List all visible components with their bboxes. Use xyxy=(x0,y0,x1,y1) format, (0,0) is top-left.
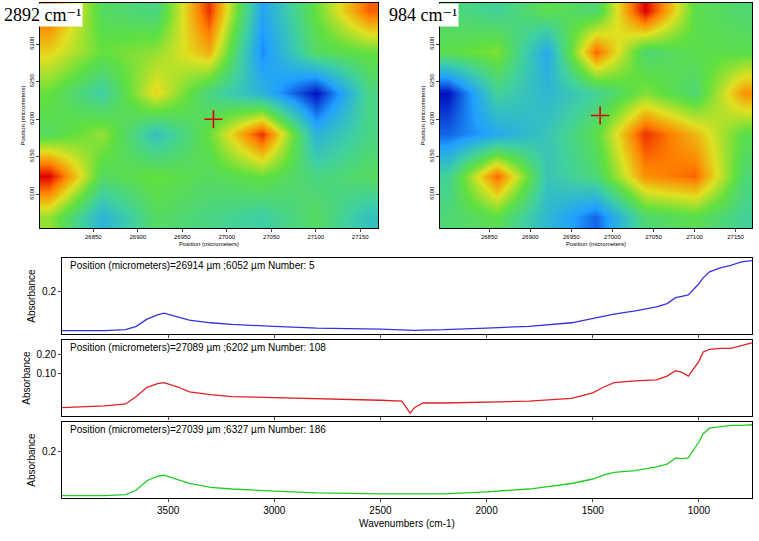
svg-text:984 cm⁻¹: 984 cm⁻¹ xyxy=(389,5,457,25)
svg-text:27150: 27150 xyxy=(727,234,744,240)
svg-text:26850: 26850 xyxy=(85,234,102,240)
svg-text:Absorbance: Absorbance xyxy=(26,433,37,487)
svg-text:1500: 1500 xyxy=(582,505,605,516)
svg-text:26900: 26900 xyxy=(522,234,539,240)
svg-text:Position (micrometers): Position (micrometers) xyxy=(420,85,426,145)
svg-text:26850: 26850 xyxy=(481,234,498,240)
svg-text:Position (micrometers)=26914 µ: Position (micrometers)=26914 µm ;6052 µm… xyxy=(70,260,315,271)
svg-text:Absorbance: Absorbance xyxy=(26,269,37,323)
svg-text:27000: 27000 xyxy=(604,234,621,240)
svg-text:Position (micrometers)=27039 µ: Position (micrometers)=27039 µm ;6327 µm… xyxy=(70,424,326,435)
svg-text:6250: 6250 xyxy=(29,74,35,88)
svg-text:6100: 6100 xyxy=(429,186,435,200)
svg-text:6200: 6200 xyxy=(429,111,435,125)
svg-text:2500: 2500 xyxy=(369,505,392,516)
svg-text:6150: 6150 xyxy=(29,149,35,163)
svg-text:6100: 6100 xyxy=(29,186,35,200)
svg-text:Position (micrometers)=27089 µ: Position (micrometers)=27089 µm ;6202 µm… xyxy=(70,342,326,353)
svg-text:6150: 6150 xyxy=(429,149,435,163)
svg-text:2000: 2000 xyxy=(475,505,498,516)
svg-text:27100: 27100 xyxy=(307,234,324,240)
svg-text:27150: 27150 xyxy=(352,234,369,240)
svg-text:27050: 27050 xyxy=(645,234,662,240)
svg-text:26950: 26950 xyxy=(174,234,191,240)
svg-text:0.2: 0.2 xyxy=(42,286,56,297)
svg-text:Wavenumbers (cm-1): Wavenumbers (cm-1) xyxy=(359,518,455,529)
svg-text:0.2: 0.2 xyxy=(42,446,56,457)
svg-text:Absorbance: Absorbance xyxy=(21,351,32,405)
svg-text:27050: 27050 xyxy=(263,234,280,240)
svg-text:Position (micrometers): Position (micrometers) xyxy=(20,85,26,145)
svg-text:2892 cm⁻¹: 2892 cm⁻¹ xyxy=(4,5,81,25)
svg-text:26950: 26950 xyxy=(563,234,580,240)
svg-text:3500: 3500 xyxy=(157,505,180,516)
svg-text:27000: 27000 xyxy=(218,234,235,240)
svg-text:6250: 6250 xyxy=(429,74,435,88)
svg-text:Position (micrometers): Position (micrometers) xyxy=(566,241,626,247)
svg-text:Position (micrometers): Position (micrometers) xyxy=(179,241,239,247)
svg-text:0.20: 0.20 xyxy=(37,349,57,360)
svg-text:0.10: 0.10 xyxy=(37,368,57,379)
svg-text:6300: 6300 xyxy=(429,36,435,50)
svg-text:6300: 6300 xyxy=(29,36,35,50)
svg-text:6200: 6200 xyxy=(29,111,35,125)
svg-text:1000: 1000 xyxy=(688,505,711,516)
svg-text:27100: 27100 xyxy=(686,234,703,240)
svg-text:26900: 26900 xyxy=(129,234,146,240)
svg-text:3000: 3000 xyxy=(263,505,286,516)
